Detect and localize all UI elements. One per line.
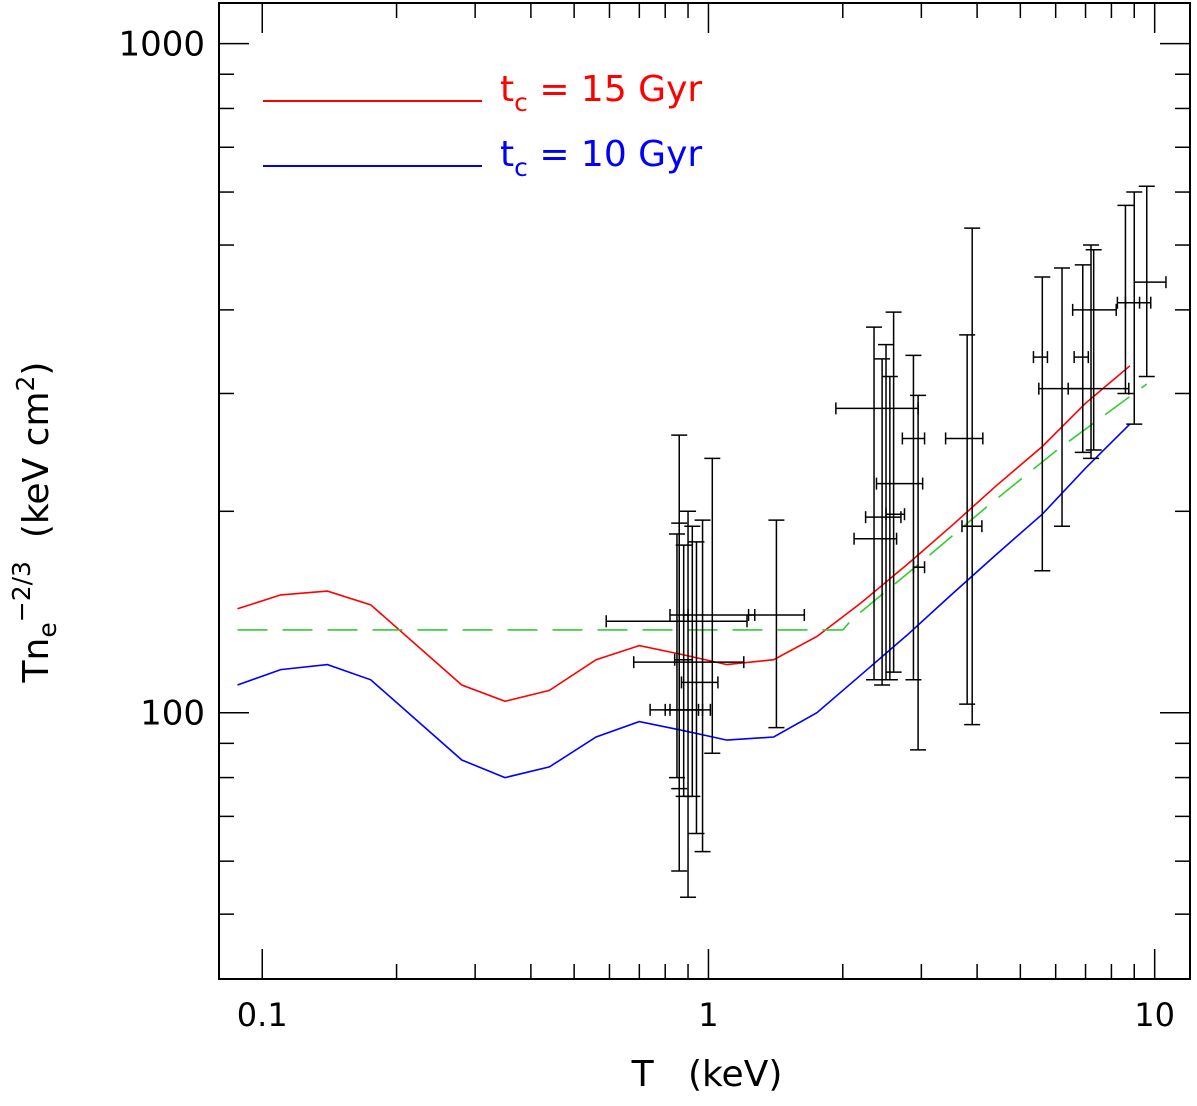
legend-label-15gyr: tc = 15 Gyr (500, 69, 702, 117)
data-points (606, 186, 1166, 897)
x-tick-label: 10 (1134, 996, 1175, 1034)
data-point (1068, 250, 1129, 450)
y-axis-label: Tne−2/3 (keV cm2) (7, 362, 62, 684)
x-tick-label: 1 (698, 996, 718, 1034)
plot-frame (219, 3, 1190, 979)
axis-ticks (219, 3, 1190, 979)
data-point (606, 534, 747, 778)
data-point (910, 395, 926, 749)
data-point (1039, 268, 1083, 526)
data-point (1074, 265, 1091, 452)
y-tick-label: 1000 (118, 25, 205, 65)
data-point (886, 312, 905, 672)
data-point (946, 335, 983, 704)
data-point (876, 377, 922, 680)
data-point (684, 458, 755, 753)
y-tick-label: 100 (140, 694, 205, 734)
data-point (1033, 277, 1050, 571)
data-point (962, 228, 982, 724)
data-point (902, 355, 924, 679)
legend: tc = 15 Gyr tc = 10 Gyr (263, 69, 702, 182)
data-point (1117, 205, 1139, 393)
data-point (665, 435, 698, 871)
data-point (749, 520, 805, 727)
data-point (670, 542, 710, 834)
tick-labels: 0.1 1 10 100 1000 (118, 25, 1175, 1034)
x-tick-label: 0.1 (237, 996, 288, 1034)
legend-label-10gyr: tc = 10 Gyr (500, 134, 702, 182)
data-point (1134, 186, 1166, 376)
data-point (1073, 245, 1117, 458)
x-axis-label: T (keV) (631, 1054, 783, 1095)
data-point (836, 345, 918, 680)
